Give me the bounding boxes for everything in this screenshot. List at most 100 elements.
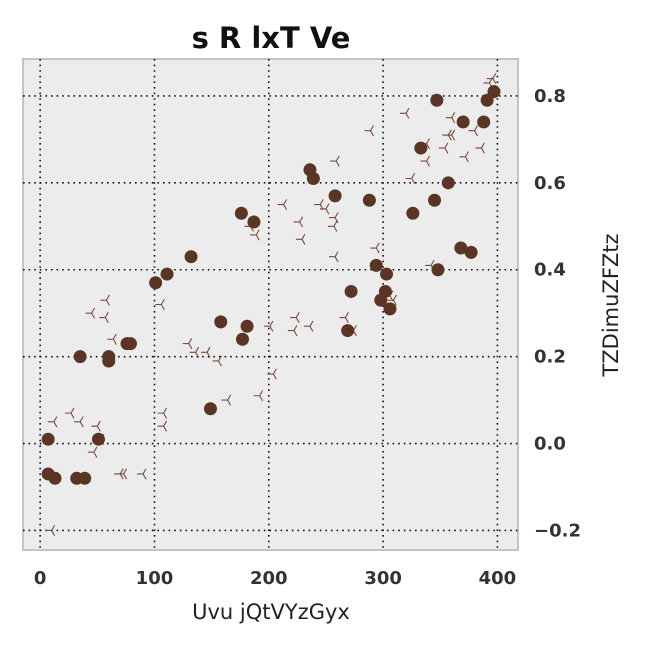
- data-point-circle: [430, 93, 444, 107]
- data-point-tri: [475, 142, 485, 154]
- data-point-tri: [189, 346, 200, 358]
- data-point-circle: [464, 245, 478, 259]
- y-tick-label: 0.6: [534, 173, 566, 194]
- y-tick-label: −0.2: [534, 520, 581, 541]
- data-point-tri: [263, 320, 274, 332]
- data-point-tri: [65, 407, 75, 419]
- data-point-tri: [405, 172, 416, 184]
- data-point-circle: [378, 284, 392, 298]
- chart-title: s R lxT Ve: [192, 21, 351, 55]
- data-point-circle: [234, 206, 248, 220]
- data-point-tri: [319, 203, 330, 215]
- data-point-tri: [468, 125, 479, 137]
- data-point-circle: [78, 471, 92, 485]
- data-point-circle: [306, 171, 320, 185]
- data-point-circle: [41, 432, 55, 446]
- data-point-tri: [370, 242, 380, 254]
- data-point-tri: [85, 307, 96, 319]
- data-point-tri: [45, 524, 56, 536]
- data-point-tri: [137, 468, 147, 480]
- data-point-tri: [438, 142, 449, 154]
- data-point-tri: [221, 394, 232, 406]
- data-point-circle: [428, 193, 442, 207]
- data-point-tri: [250, 229, 260, 241]
- data-point-tri: [486, 73, 497, 85]
- data-point-tri: [267, 368, 277, 380]
- data-point-tri: [445, 112, 456, 124]
- x-tick-label: 400: [479, 568, 517, 589]
- data-point-tri: [107, 333, 117, 345]
- x-axis-ticks: 0 100 200 300 400: [34, 568, 516, 589]
- data-point-circle: [414, 141, 428, 155]
- data-point-tri: [329, 212, 339, 224]
- series-circle-markers: [41, 85, 501, 485]
- data-point-circle: [383, 302, 397, 316]
- data-point-circle: [247, 215, 261, 229]
- data-point-tri: [87, 446, 98, 458]
- y-axis-ticks: −0.2 0.0 0.2 0.4 0.6 0.8: [534, 86, 581, 542]
- series-triangle-markers: [45, 73, 497, 536]
- data-point-circle: [328, 189, 342, 203]
- grid-lines: [23, 59, 518, 550]
- data-point-tri: [157, 407, 168, 419]
- data-point-circle: [123, 337, 137, 351]
- data-point-circle: [102, 354, 116, 368]
- data-point-circle: [184, 250, 198, 264]
- data-point-tri: [445, 129, 456, 141]
- y-tick-label: 0.2: [534, 347, 566, 368]
- data-point-tri: [157, 420, 168, 432]
- data-point-circle: [160, 267, 174, 281]
- data-point-circle: [477, 115, 491, 129]
- data-point-circle: [480, 93, 494, 107]
- data-point-circle: [214, 315, 228, 329]
- data-point-tri: [339, 312, 349, 324]
- data-point-tri: [91, 420, 101, 432]
- data-point-circle: [487, 85, 501, 99]
- data-point-circle: [456, 115, 470, 129]
- y-tick-label: 0.0: [534, 434, 566, 455]
- data-point-tri: [212, 355, 222, 367]
- data-point-circle: [149, 276, 163, 290]
- x-tick-label: 200: [250, 568, 288, 589]
- data-point-tri: [387, 294, 397, 306]
- data-point-circle: [203, 402, 217, 416]
- data-point-circle: [48, 471, 62, 485]
- plot-area: [22, 58, 519, 551]
- data-point-circle: [431, 263, 445, 277]
- data-point-tri: [329, 251, 339, 263]
- x-tick-label: 0: [34, 568, 47, 589]
- y-tick-label: 0.4: [534, 260, 566, 281]
- data-point-tri: [459, 151, 469, 163]
- data-point-circle: [454, 241, 468, 255]
- data-point-tri: [155, 299, 165, 310]
- data-point-circle: [73, 350, 87, 364]
- data-point-tri: [277, 199, 288, 211]
- data-point-tri: [74, 416, 84, 428]
- x-tick-label: 100: [136, 568, 174, 589]
- data-point-tri: [364, 125, 375, 137]
- data-point-tri: [295, 233, 306, 245]
- data-point-circle: [362, 193, 376, 207]
- data-point-tri: [330, 155, 340, 167]
- x-axis-label: Uvu jQtVYzGyx: [192, 600, 350, 624]
- data-point-tri: [47, 416, 58, 428]
- data-point-circle: [406, 206, 420, 220]
- x-tick-label: 300: [364, 568, 402, 589]
- data-point-circle: [341, 324, 355, 338]
- data-point-tri: [117, 468, 128, 480]
- data-point-tri: [253, 390, 264, 402]
- data-point-tri: [399, 107, 410, 119]
- data-point-tri: [290, 312, 300, 324]
- data-point-circle: [91, 432, 105, 446]
- data-point-circle: [380, 267, 394, 281]
- y-axis-label: TZDimuZFZtz: [599, 233, 623, 377]
- data-point-circle: [441, 176, 455, 190]
- data-point-tri: [327, 220, 338, 232]
- data-point-tri: [201, 346, 211, 358]
- data-point-circle: [235, 332, 249, 346]
- data-point-circle: [369, 258, 383, 272]
- data-point-tri: [293, 216, 304, 228]
- data-point-tri: [182, 338, 193, 350]
- data-point-circle: [344, 284, 358, 298]
